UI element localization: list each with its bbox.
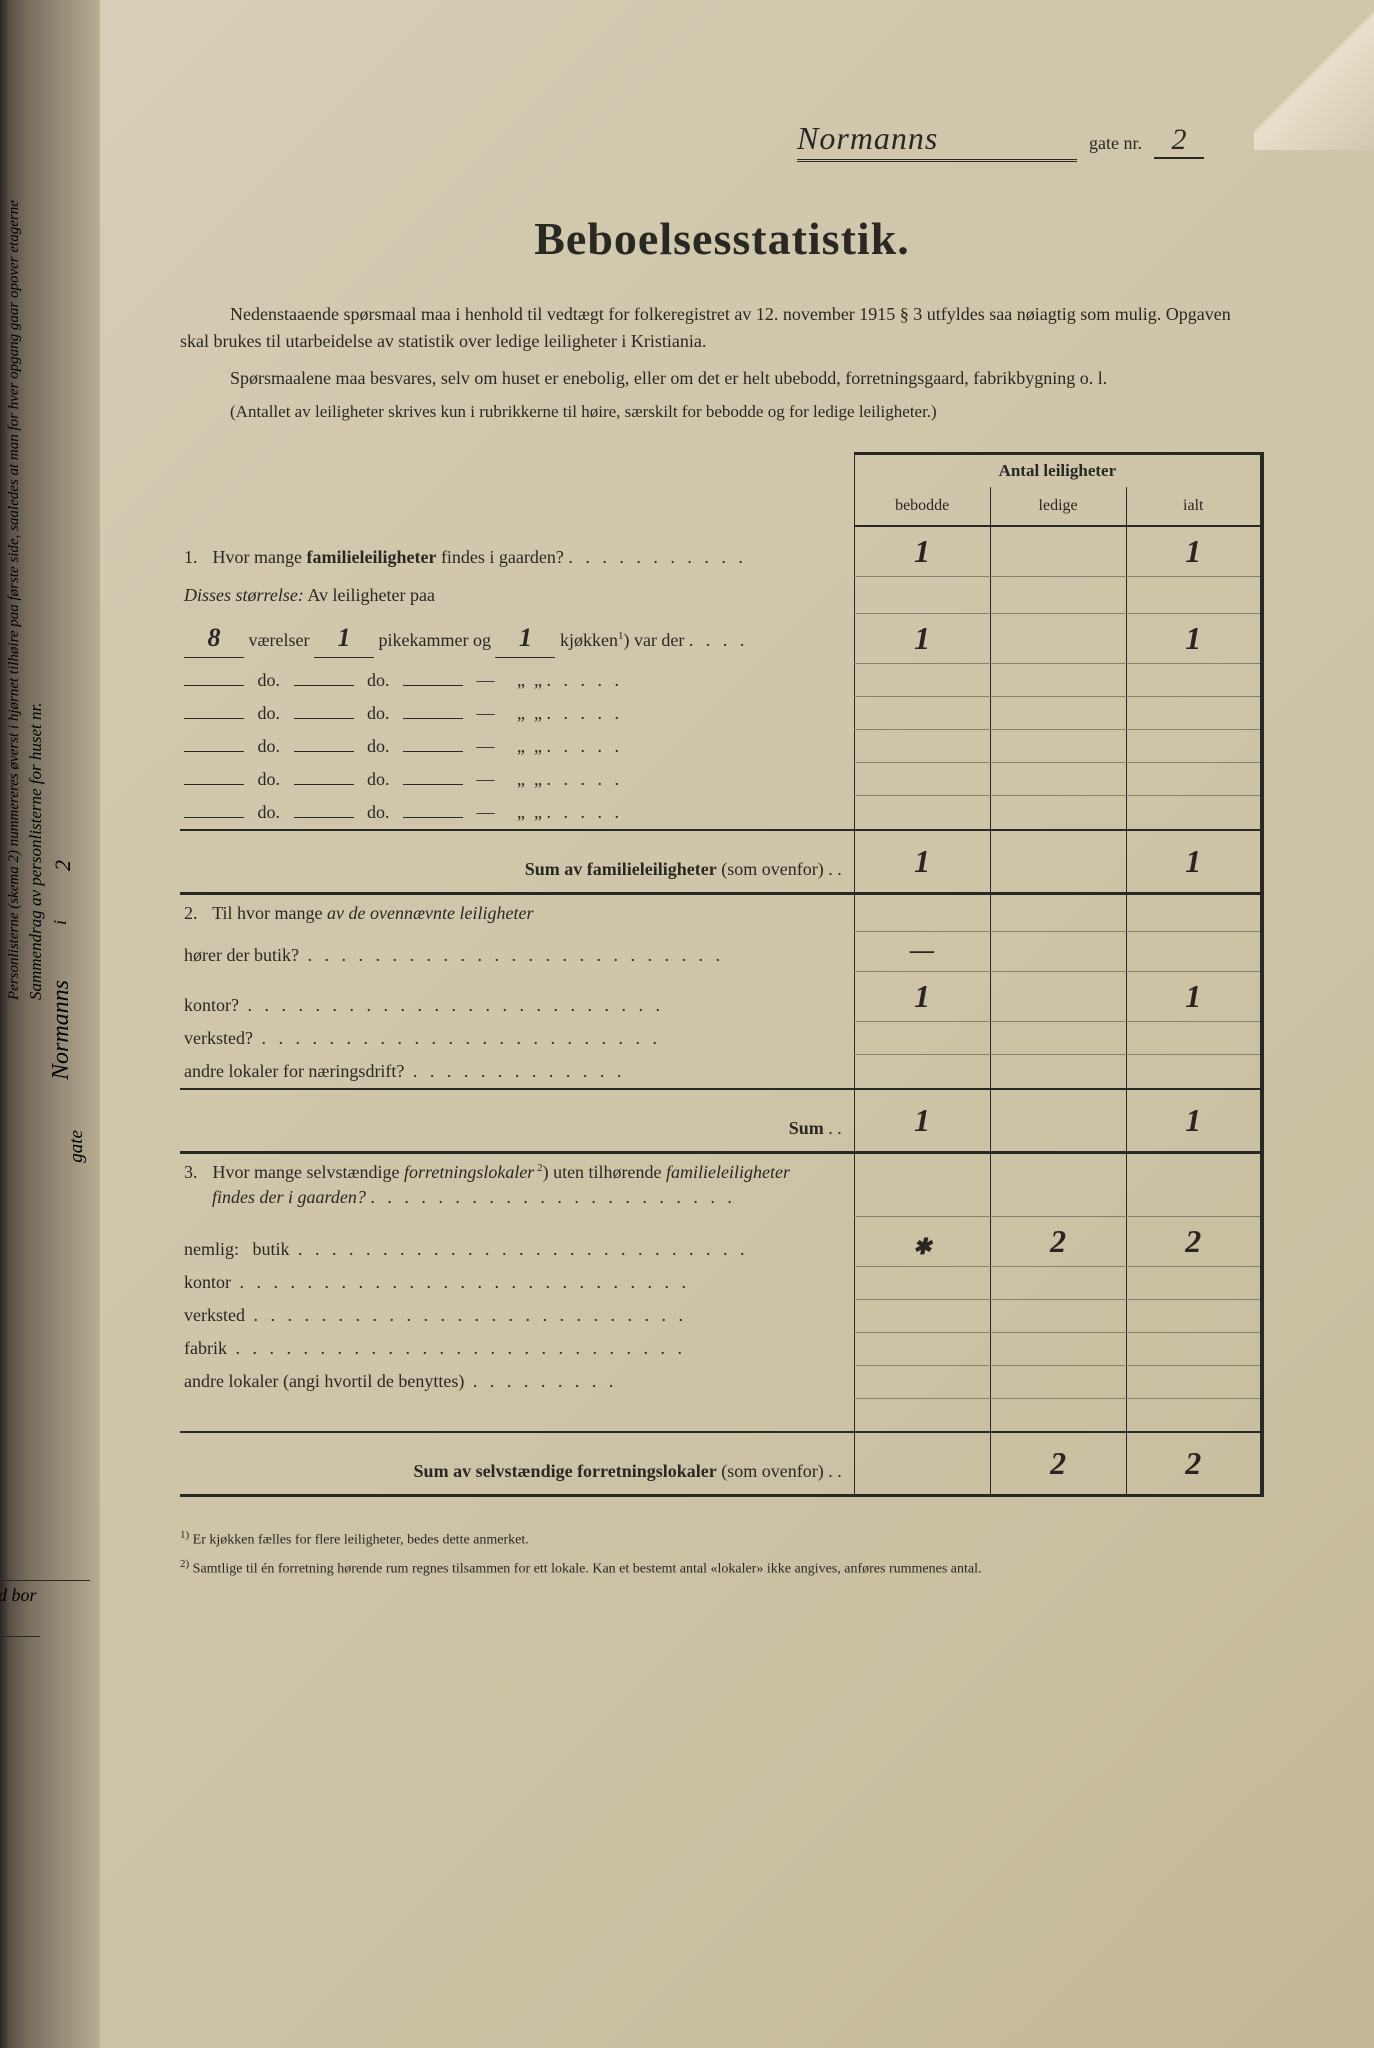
main-title: Beboelsesstatistik. [180, 212, 1264, 265]
footnote-2: 2) Samtlige til én forretning hørende ru… [180, 1556, 1264, 1581]
q3-verksted-row: verksted . . . . . . . . . . . . . . . .… [180, 1299, 1262, 1332]
col-ialt: ialt [1126, 487, 1262, 526]
gate-label: gate nr. [1089, 133, 1142, 153]
footnotes: 1) Er kjøkken fælles for flere leilighet… [180, 1527, 1264, 1581]
q1-row: 1. Hvor mange familieleiligheter findes … [180, 526, 1262, 577]
q1-do-row-1: do. do. — „ „ . . . . . [180, 664, 1262, 697]
q1-sum-row: Sum av familieleiligheter (som ovenfor) … [180, 830, 1262, 894]
q3-sum-row: Sum av selvstændige forretningslokaler (… [180, 1432, 1262, 1496]
sidebar-i: i [50, 920, 71, 925]
intro-paragraph-1: Nedenstaaende spørsmaal maa i henhold ti… [180, 301, 1264, 355]
q2-kontor-row: kontor? . . . . . . . . . . . . . . . . … [180, 972, 1262, 1022]
q3-kontor-row: kontor . . . . . . . . . . . . . . . . .… [180, 1266, 1262, 1299]
sidebar-und-bor: und bor 1 [0, 1580, 90, 1637]
left-book-edge: Personlisterne (skema 2) nummereres øver… [0, 0, 100, 2048]
gate-number: 2 [1154, 123, 1204, 159]
sidebar-line-1: Personlisterne (skema 2) nummereres øver… [6, 100, 23, 1000]
sidebar-gate: gate [66, 1130, 88, 1163]
folded-corner [1254, 0, 1374, 150]
q3-blank-row [180, 1398, 1262, 1432]
sidebar-line-2: Sammendrag av personlisterne for huset n… [26, 100, 46, 1000]
document-page: Normanns gate nr. 2 Beboelsesstatistik. … [100, 0, 1374, 2048]
intro-paragraph-2: Spørsmaalene maa besvares, selv om huset… [180, 365, 1264, 392]
col-bebodde: bebodde [854, 487, 990, 526]
q2-row: 2. Til hvor mange av de ovennævnte leili… [180, 893, 1262, 932]
intro-note: (Antallet av leiligheter skrives kun i r… [180, 402, 1264, 422]
q1-sizes-row-a: 8 værelser 1 pikekammer og 1 kjøkken1) v… [180, 614, 1262, 664]
q3-row: 3. Hvor mange selvstændige forretningslo… [180, 1152, 1262, 1216]
q3-andre-row: andre lokaler (angi hvortil de benyttes)… [180, 1365, 1262, 1398]
header-street-line: Normanns gate nr. 2 [180, 120, 1264, 162]
q3-fabrik-row: fabrik . . . . . . . . . . . . . . . . .… [180, 1332, 1262, 1365]
table-header-row: Antal leiligheter [180, 454, 1262, 488]
statistics-table: Antal leiligheter bebodde ledige ialt 1.… [180, 452, 1264, 1497]
header-antal: Antal leiligheter [854, 454, 1262, 488]
q2-andre-row: andre lokaler for næringsdrift? . . . . … [180, 1055, 1262, 1089]
street-name: Normanns [797, 120, 1077, 162]
q1-do-row-2: do. do. — „ „ . . . . . [180, 697, 1262, 730]
q2-sum-row: Sum . . 1 1 [180, 1089, 1262, 1153]
q1-ialt: 1 [1185, 533, 1201, 569]
footnote-1: 1) Er kjøkken fælles for flere leilighet… [180, 1527, 1264, 1552]
q1-do-row-3: do. do. — „ „ . . . . . [180, 730, 1262, 763]
col-ledige: ledige [990, 487, 1126, 526]
sidebar-nr: 2 [50, 860, 76, 871]
q1-disses-row: Disses størrelse: Av leiligheter paa [180, 577, 1262, 614]
q1-bebodde: 1 [914, 533, 930, 569]
statistics-table-container: Antal leiligheter bebodde ledige ialt 1.… [180, 452, 1264, 1497]
q2-butik-row: hører der butik? . . . . . . . . . . . .… [180, 932, 1262, 972]
q1-do-row-4: do. do. — „ „ . . . . . [180, 763, 1262, 796]
q3-butik-row: nemlig: butik . . . . . . . . . . . . . … [180, 1216, 1262, 1266]
q2-verksted-row: verksted? . . . . . . . . . . . . . . . … [180, 1022, 1262, 1055]
sidebar-street: Normanns [48, 980, 75, 1080]
q1-do-row-5: do. do. — „ „ . . . . . [180, 796, 1262, 830]
